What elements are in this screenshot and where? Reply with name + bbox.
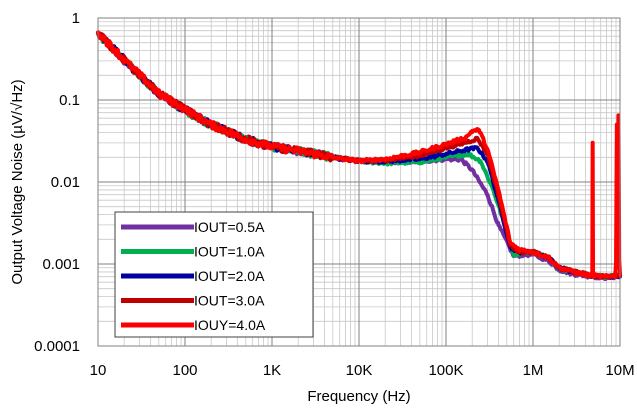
y-axis-label: Output Voltage Noise (µV/√Hz) (9, 79, 26, 284)
y-tick-labels: 1 0.1 0.01 0.001 0.0001 (34, 10, 80, 355)
y-tick-label: 0.0001 (34, 338, 80, 355)
x-tick-label: 10K (346, 362, 373, 379)
legend-label: IOUT=0.5A (194, 219, 265, 235)
series-line-5 (96, 30, 622, 280)
y-tick-label: 1 (72, 10, 80, 27)
y-tick-label: 0.1 (59, 92, 80, 109)
legend-label: IOUT=1.0A (194, 244, 265, 260)
x-tick-label: 10M (605, 362, 634, 379)
x-tick-label: 100K (428, 362, 463, 379)
x-axis-label: Frequency (Hz) (307, 388, 410, 405)
y-tick-label: 0.001 (42, 256, 80, 273)
legend: IOUT=0.5A IOUT=1.0A IOUT=2.0A IOUT=3.0A IOUY… (114, 211, 314, 338)
plot-border (97, 17, 621, 347)
y-tick-label: 0.01 (51, 174, 80, 191)
x-tick-label: 100 (172, 362, 197, 379)
x-tick-label: 10 (90, 362, 107, 379)
series-layer (96, 30, 622, 282)
x-tick-label: 1M (523, 362, 544, 379)
x-tick-labels: 10 100 1K 10K 100K 1M 10M (90, 362, 635, 379)
legend-label: IOUT=2.0A (194, 268, 265, 284)
legend-label: IOUT=3.0A (194, 293, 265, 309)
legend-label: IOUY=4.0A (194, 317, 266, 333)
x-tick-label: 1K (263, 362, 281, 379)
